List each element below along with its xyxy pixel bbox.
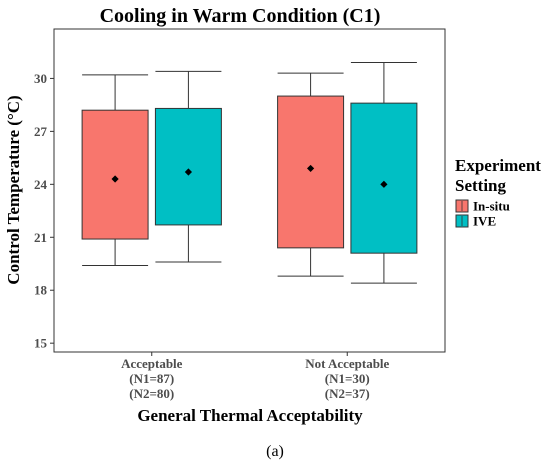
box-body xyxy=(81,109,149,240)
legend-label: IVE xyxy=(473,214,496,229)
box-in-situ-1 xyxy=(81,74,149,267)
x-axis-label: General Thermal Acceptability xyxy=(137,406,363,425)
legend-title-line-2: Setting xyxy=(455,176,507,195)
y-axis-label: Control Temperature (°C) xyxy=(4,95,23,284)
chart-title: Cooling in Warm Condition (C1) xyxy=(100,5,381,27)
y-tick-label: 21 xyxy=(34,230,47,245)
legend-key-in-situ: In-situ xyxy=(455,199,510,214)
y-tick-label: 30 xyxy=(34,71,47,86)
mean-marker xyxy=(306,164,315,173)
legend-label: In-situ xyxy=(473,199,510,214)
mean-marker xyxy=(111,175,119,183)
y-axis-ticks: 15 18 21 24 27 30 xyxy=(34,71,54,351)
x-tick-label: (N2=37) xyxy=(325,386,370,401)
x-tick-label: (N1=30) xyxy=(325,371,370,386)
legend-key-ive: IVE xyxy=(455,214,496,229)
box-body xyxy=(350,102,418,254)
x-axis-ticks: Acceptable(N1=87)(N2=80)Not Acceptable(N… xyxy=(121,352,390,401)
x-tick-label: Acceptable xyxy=(121,356,183,371)
y-tick-label: 27 xyxy=(34,124,48,139)
x-tick-label: (N1=87) xyxy=(129,371,174,386)
mean-marker xyxy=(184,168,193,176)
legend-title-line-1: Experiment xyxy=(455,156,541,175)
mean-marker xyxy=(380,180,388,188)
y-tick-label: 18 xyxy=(34,283,48,298)
box-ive-2 xyxy=(350,62,418,284)
x-tick-label: (N2=80) xyxy=(129,386,174,401)
x-tick-label: Not Acceptable xyxy=(305,356,389,371)
y-tick-label: 15 xyxy=(34,336,48,351)
y-tick-label: 24 xyxy=(34,177,48,192)
box-ive-1 xyxy=(154,70,222,263)
figure-caption: (a) xyxy=(266,443,284,460)
box-body xyxy=(154,107,222,226)
box-in-situ-2 xyxy=(277,72,345,277)
boxes-layer xyxy=(81,62,418,284)
